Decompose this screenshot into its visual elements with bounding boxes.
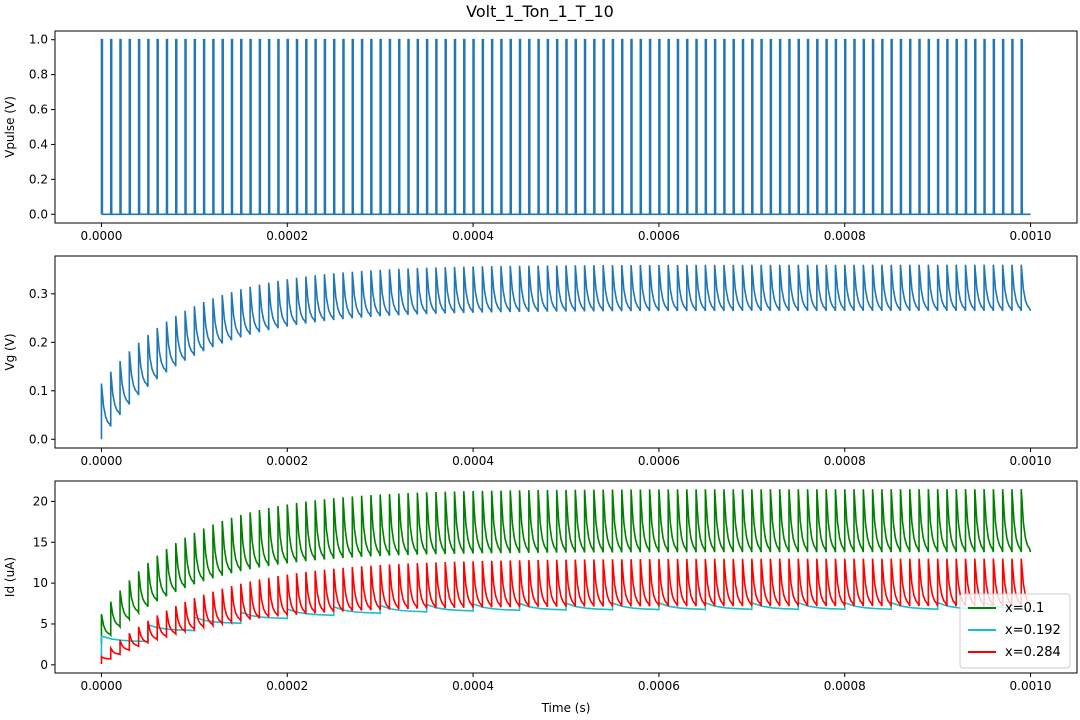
figure-title: Volt_1_Ton_1_T_10	[466, 2, 614, 21]
vpulse-y-axis-label: Vpulse (V)	[3, 96, 17, 158]
id-legend-label: x=0.284	[1005, 645, 1061, 660]
vg-y-tick-label: 0.2	[29, 335, 48, 349]
vg-x-tick-label: 0.0008	[824, 454, 866, 468]
id-y-tick-label: 15	[33, 535, 48, 549]
vpulse-x-tick-label: 0.0006	[638, 229, 680, 243]
id-y-tick-label: 10	[33, 576, 48, 590]
id-x-tick-label: 0.0000	[80, 679, 122, 693]
id-y-axis-label: Id (uA)	[3, 557, 17, 597]
vpulse-y-tick-label: 0.6	[29, 103, 48, 117]
vpulse-x-tick-label: 0.0002	[266, 229, 308, 243]
id-x-axis-label: Time (s)	[541, 701, 591, 715]
vg-y-axis-label: Vg (V)	[3, 333, 17, 370]
vpulse-x-tick-label: 0.0004	[452, 229, 494, 243]
vg-x-tick-label: 0.0004	[452, 454, 494, 468]
vpulse-y-tick-label: 0.0	[29, 207, 48, 221]
vpulse-series-line-0	[100, 38, 1031, 216]
id-legend-label: x=0.192	[1005, 623, 1061, 638]
vg-y-tick-label: 0.0	[29, 432, 48, 446]
vpulse-x-tick-label: 0.0010	[1010, 229, 1052, 243]
id-series-line-0	[100, 489, 1032, 645]
id-x-tick-label: 0.0004	[452, 679, 494, 693]
vpulse-axes-frame	[54, 30, 1078, 224]
vg-y-tick-label: 0.1	[29, 384, 48, 398]
id-x-tick-label: 0.0010	[1010, 679, 1052, 693]
vg-panel: 0.0000 0.0002 0.0004 0.0006 0.0008 0.0010 0.0 0…	[3, 255, 1078, 468]
id-y-tick-label: 0	[40, 658, 48, 672]
id-series-line-1	[100, 601, 1031, 659]
id-axes-frame	[54, 480, 1078, 674]
vg-y-tick-label: 0.3	[29, 287, 48, 301]
id-x-tick-label: 0.0002	[266, 679, 308, 693]
vg-x-tick-label: 0.0010	[1010, 454, 1052, 468]
vpulse-panel: 0.0000 0.0002 0.0004 0.0006 0.0008 0.0010 0.0 0…	[3, 30, 1078, 243]
vg-series-line-0	[100, 264, 1032, 440]
id-series-line-2	[100, 558, 1032, 665]
id-legend: x=0.1 x=0.192 x=0.284	[959, 593, 1071, 669]
id-x-tick-label: 0.0008	[824, 679, 866, 693]
id-y-tick-label: 5	[40, 617, 48, 631]
id-panel: 0.0000 0.0002 0.0004 0.0006 0.0008 0.0010 0 5 10…	[3, 480, 1078, 715]
id-x-tick-label: 0.0006	[638, 679, 680, 693]
id-legend-label: x=0.1	[1005, 601, 1044, 616]
vg-x-tick-label: 0.0006	[638, 454, 680, 468]
id-y-tick-label: 20	[33, 494, 48, 508]
vpulse-x-tick-label: 0.0008	[824, 229, 866, 243]
vg-x-tick-label: 0.0002	[266, 454, 308, 468]
vg-axes-frame	[54, 255, 1078, 449]
vg-x-tick-label: 0.0000	[80, 454, 122, 468]
vpulse-x-tick-label: 0.0000	[80, 229, 122, 243]
vpulse-y-tick-label: 0.4	[29, 137, 48, 151]
vpulse-y-tick-label: 1.0	[29, 33, 48, 47]
vpulse-y-tick-label: 0.8	[29, 68, 48, 82]
vpulse-y-tick-label: 0.2	[29, 172, 48, 186]
